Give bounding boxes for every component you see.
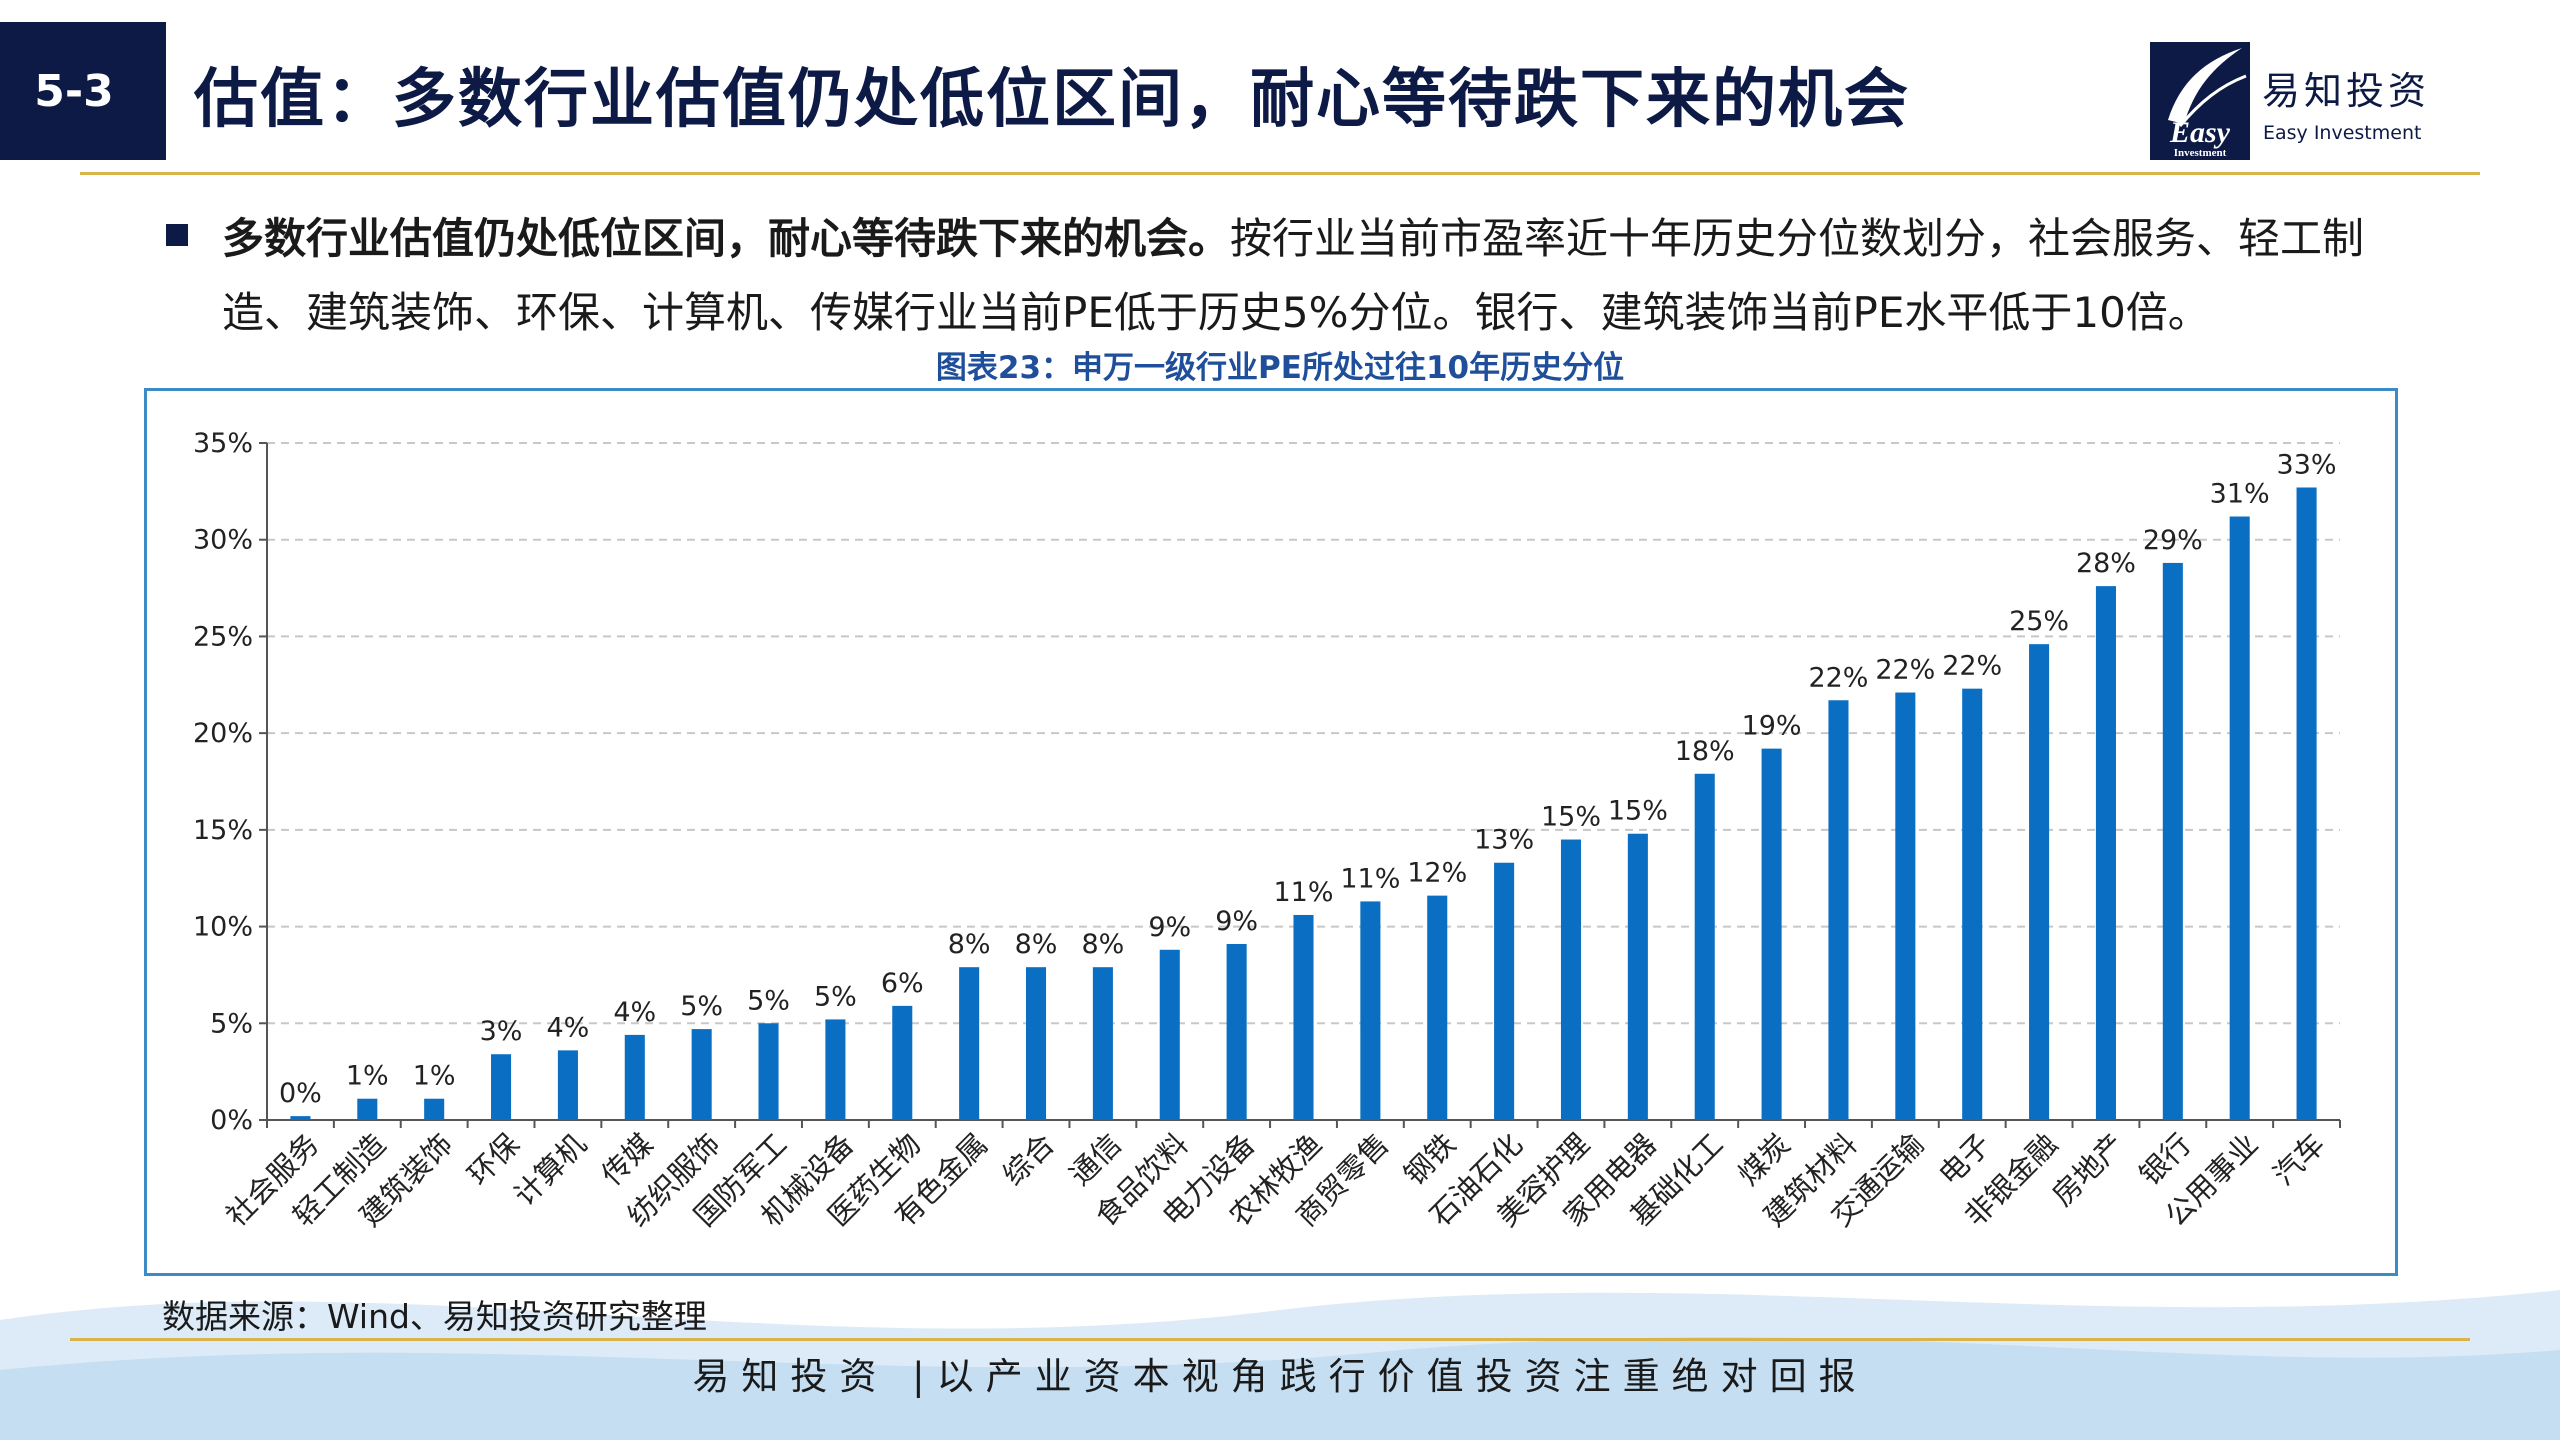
data-label: 22%	[1808, 662, 1868, 693]
bar	[691, 1029, 712, 1120]
data-label: 8%	[1015, 929, 1058, 960]
x-tick-label: 综合	[996, 1127, 1061, 1192]
bar	[1560, 839, 1582, 1120]
bar	[825, 1019, 846, 1120]
y-tick-label: 25%	[193, 621, 253, 652]
data-label: 25%	[2009, 606, 2069, 637]
data-label: 18%	[1675, 736, 1735, 767]
data-label: 5%	[680, 991, 723, 1022]
data-label: 22%	[1875, 655, 1935, 686]
bar	[1828, 700, 1849, 1120]
bar	[1761, 748, 1782, 1120]
section-number: 5-3	[34, 65, 114, 117]
brand-name-en: Easy Investment	[2263, 122, 2422, 144]
bar	[290, 1116, 311, 1120]
bar	[624, 1034, 645, 1120]
bar	[1226, 943, 1247, 1120]
data-label: 9%	[1215, 906, 1258, 937]
section-badge: 5-3	[0, 22, 148, 160]
brand-logo-subtext: Investment	[2174, 147, 2227, 159]
x-tick-label: 房地产	[2045, 1127, 2131, 1213]
data-label: 5%	[747, 985, 790, 1016]
x-tick-label: 计算机	[507, 1127, 593, 1213]
bar	[2229, 516, 2250, 1120]
bar	[2296, 487, 2317, 1120]
data-label: 28%	[2076, 548, 2136, 579]
data-label: 4%	[546, 1012, 589, 1043]
y-tick-label: 20%	[193, 718, 253, 749]
data-label: 5%	[814, 981, 857, 1012]
header-divider	[80, 172, 2480, 175]
data-label: 8%	[948, 929, 991, 960]
data-label: 1%	[346, 1061, 389, 1092]
bar	[491, 1054, 512, 1120]
bar	[1427, 895, 1448, 1120]
brand: Easy Investment 易知投资 Easy Investment	[2150, 42, 2450, 162]
bullet-square-icon	[166, 224, 188, 246]
footer-slogan: 易知投资 |以产业资本视角践行价值投资注重绝对回报	[692, 1355, 1868, 1398]
chart-caption: 图表23：申万一级行业PE所处过往10年历史分位	[935, 350, 1625, 386]
bar	[959, 967, 980, 1120]
bar	[2029, 644, 2050, 1120]
brand-logo-icon: Easy Investment	[2150, 42, 2250, 160]
y-tick-label: 10%	[193, 912, 253, 943]
page-title: 估值：多数行业估值仍处低位区间，耐心等待跌下来的机会	[194, 63, 1910, 137]
badge-accent-bar	[148, 22, 166, 160]
bar	[357, 1098, 378, 1120]
data-label: 22%	[1942, 651, 2002, 682]
bar	[1159, 949, 1180, 1120]
data-label: 9%	[1148, 912, 1191, 943]
bar	[1627, 833, 1648, 1120]
data-label: 33%	[2277, 449, 2337, 480]
footer-wave-background	[0, 1290, 2560, 1440]
bar	[1360, 901, 1381, 1120]
data-label: 11%	[1273, 877, 1333, 908]
brand-name-cn: 易知投资	[2262, 69, 2431, 113]
data-label: 11%	[1340, 863, 1400, 894]
y-tick-label: 35%	[193, 428, 253, 459]
bar	[2095, 586, 2116, 1120]
bar	[1092, 967, 1113, 1120]
data-label: 19%	[1742, 711, 1802, 742]
data-label: 6%	[881, 968, 924, 999]
source-note: 数据来源：Wind、易知投资研究整理	[162, 1297, 707, 1336]
data-label: 29%	[2143, 525, 2203, 556]
x-tick-label: 汽车	[2266, 1127, 2331, 1192]
footer-divider	[70, 1338, 2470, 1341]
summary-paragraph: 多数行业估值仍处低位区间，耐心等待跌下来的机会。按行业当前市盈率近十年历史分位数…	[222, 202, 2402, 350]
bar	[424, 1098, 445, 1120]
bar	[892, 1005, 913, 1120]
data-label: 3%	[480, 1016, 523, 1047]
bar	[1494, 862, 1515, 1120]
bar	[1895, 692, 1916, 1120]
data-label: 31%	[2210, 479, 2270, 510]
pe-percentile-bar-chart: 0%5%10%15%20%25%30%35%0%社会服务1%轻工制造1%建筑装饰…	[193, 428, 2341, 1233]
bar	[1962, 688, 1983, 1120]
bar	[758, 1023, 779, 1120]
bar	[1694, 773, 1715, 1120]
summary-lead: 多数行业估值仍处低位区间，耐心等待跌下来的机会。	[222, 214, 1231, 263]
y-tick-label: 0%	[210, 1105, 253, 1136]
y-tick-label: 5%	[210, 1008, 253, 1039]
chart-frame: 0% 5% 10% 15% 20% 25% 30% 35% 0% 社会服务 1% 轻工制造 1% 建筑装饰…	[144, 388, 2398, 1276]
bar	[2162, 562, 2183, 1120]
data-label: 15%	[1608, 796, 1668, 827]
bar	[1293, 914, 1314, 1120]
y-tick-label: 30%	[193, 525, 253, 556]
bar	[1025, 967, 1047, 1120]
data-label: 15%	[1541, 802, 1601, 833]
summary-body: 按行业当前市盈率近十年历史分位数划分，社会服务、轻工制造、建筑装饰、环保、计算机…	[222, 214, 2365, 337]
data-label: 4%	[613, 997, 656, 1028]
data-label: 13%	[1474, 825, 1534, 856]
data-label: 1%	[413, 1061, 456, 1092]
data-label: 12%	[1407, 858, 1467, 889]
bar	[557, 1050, 578, 1120]
y-tick-label: 15%	[193, 815, 253, 846]
data-label: 0%	[279, 1078, 322, 1109]
brand-logo-text: Easy	[2169, 116, 2231, 149]
data-label: 8%	[1081, 929, 1124, 960]
